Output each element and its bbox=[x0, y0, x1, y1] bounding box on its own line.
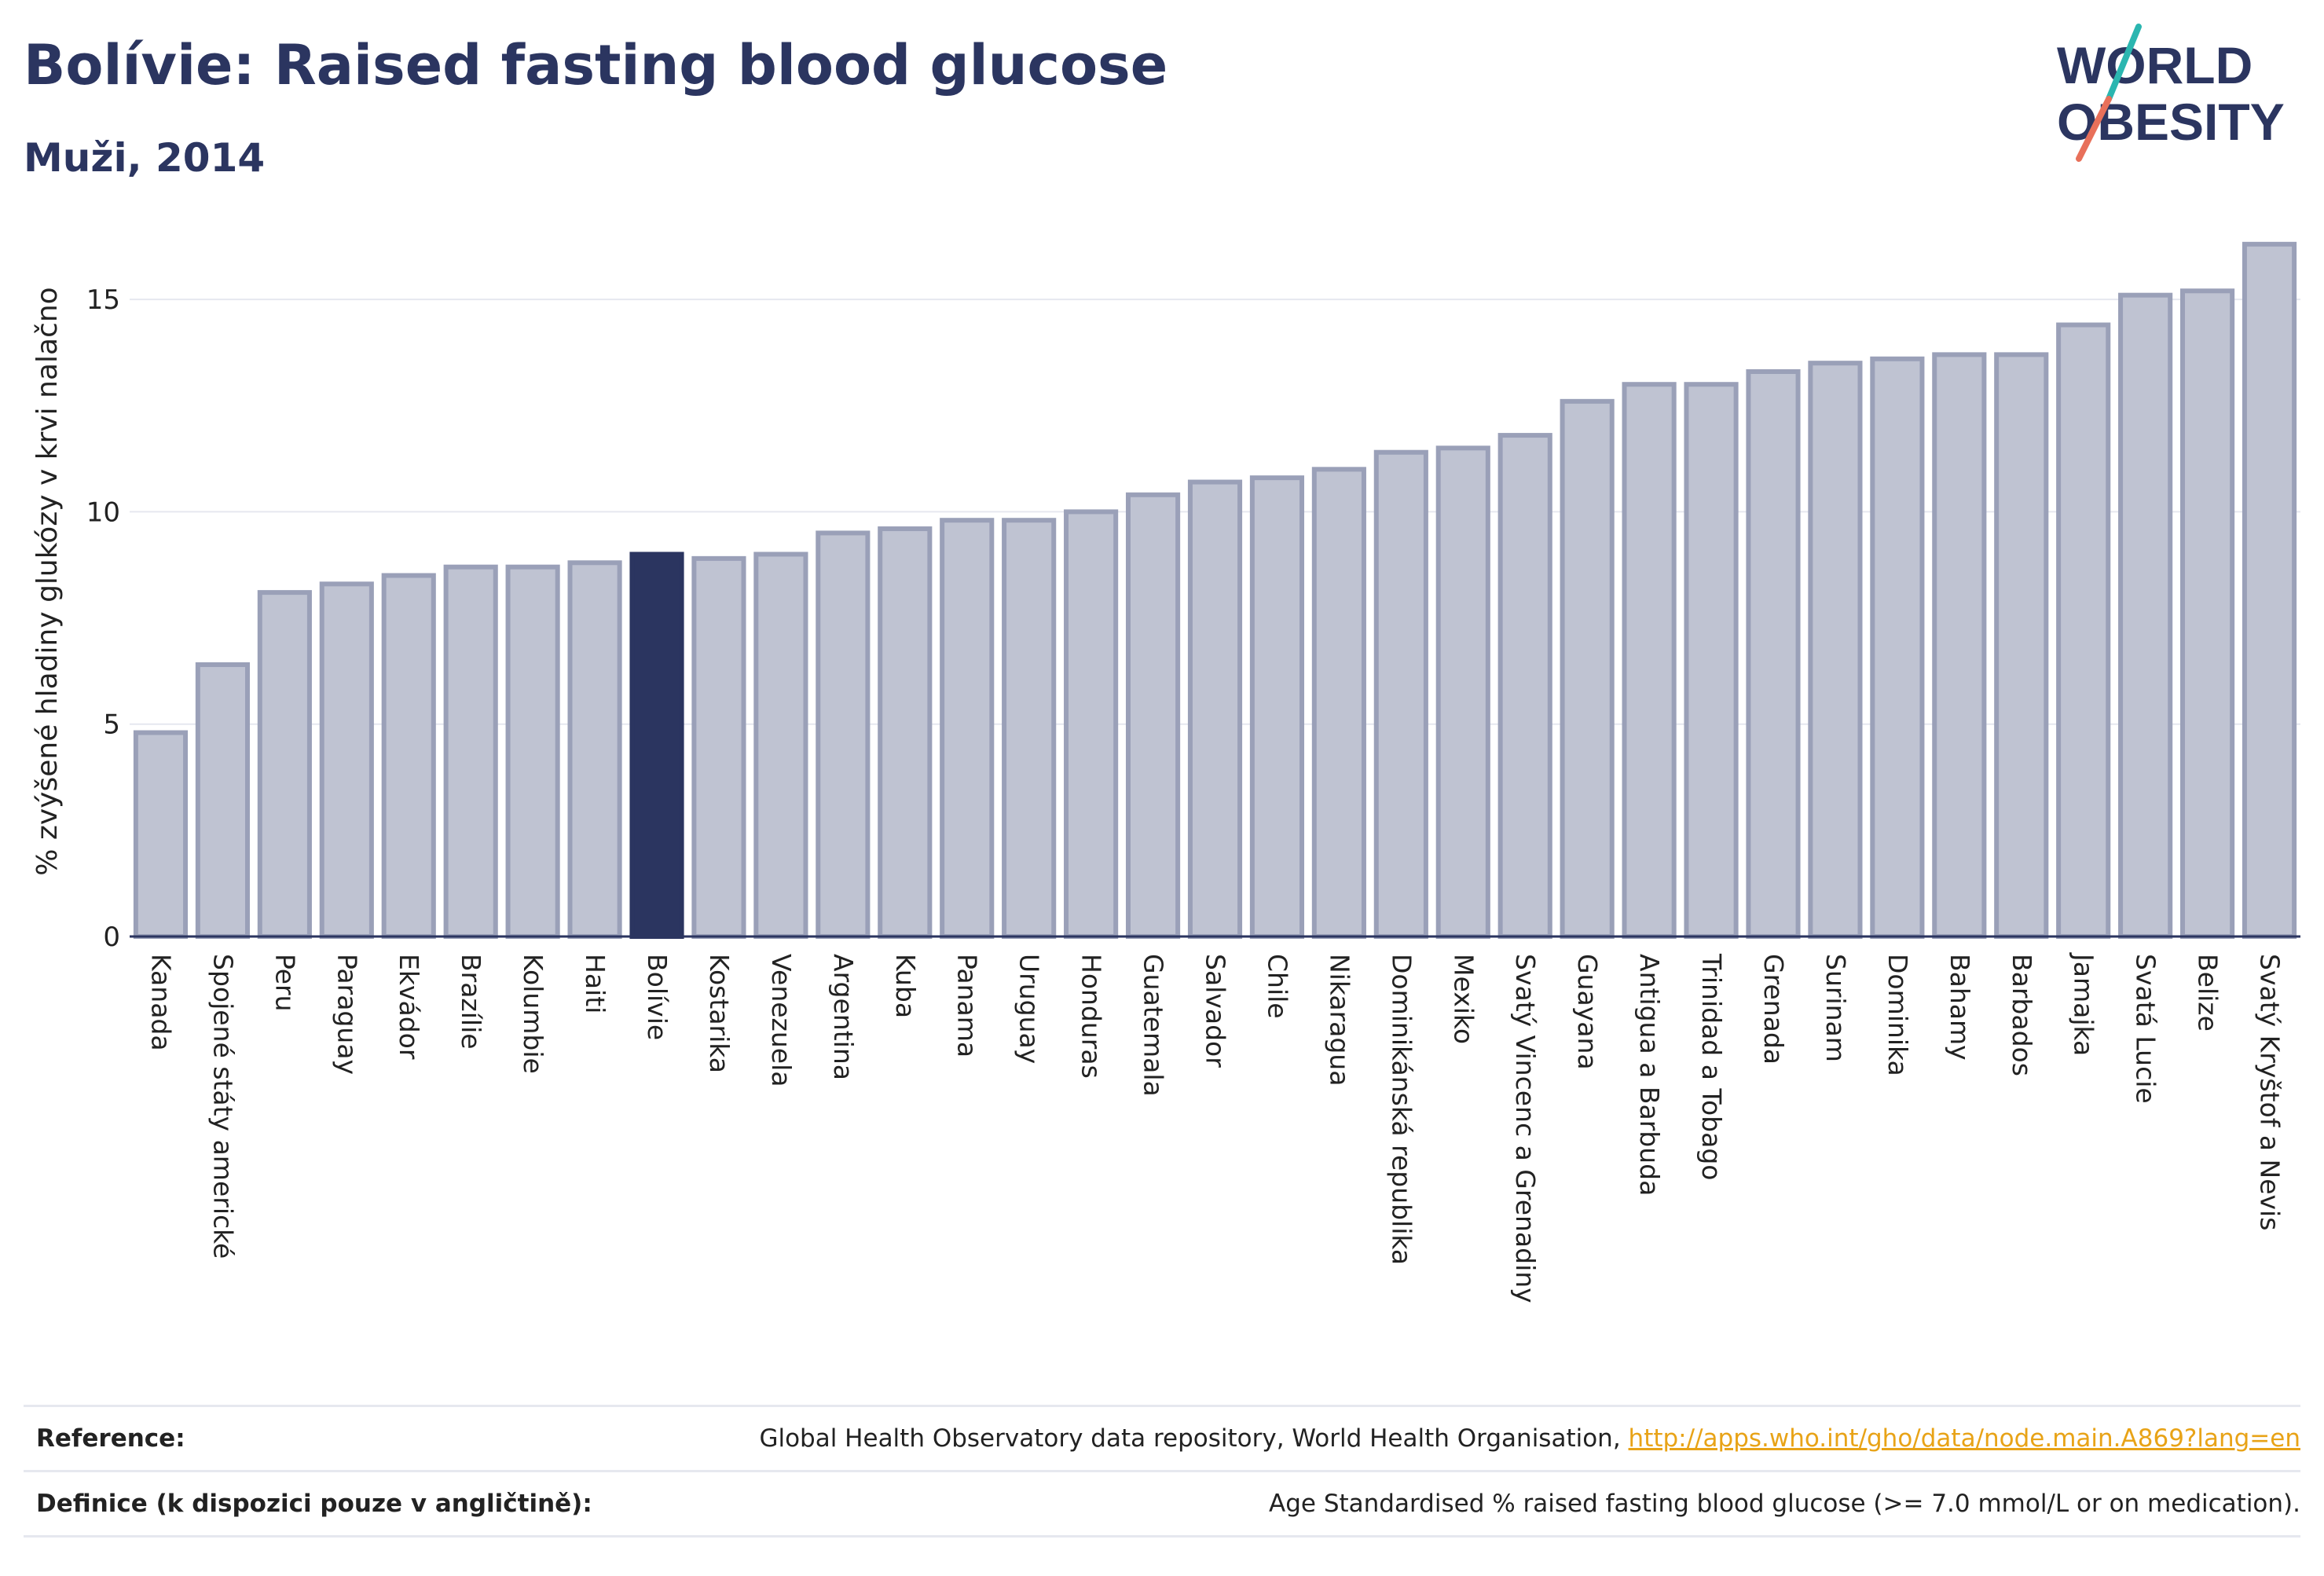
reference-text: Global Health Observatory data repositor… bbox=[759, 1424, 1629, 1453]
x-tick-label: Belize bbox=[2193, 954, 2223, 1032]
x-tick-label: Kolumbie bbox=[518, 954, 548, 1074]
bar-country bbox=[2118, 292, 2173, 939]
bar-country bbox=[1311, 467, 1366, 939]
chart-title: Bolívie: Raised fasting blood glucose bbox=[24, 33, 1168, 97]
x-tick-label: Svatá Lucie bbox=[2131, 954, 2161, 1104]
logo-slash-coral bbox=[2076, 96, 2112, 162]
bar-country bbox=[1994, 352, 2049, 939]
y-tick-label: 0 bbox=[103, 922, 120, 953]
y-tick-label: 15 bbox=[86, 284, 120, 316]
x-tick-label: Surinam bbox=[1820, 954, 1851, 1062]
x-tick-label: Kanada bbox=[145, 954, 176, 1051]
x-tick-label: Kostarika bbox=[704, 954, 735, 1073]
x-tick-label: Svatý Kryštof a Nevis bbox=[2255, 954, 2286, 1230]
reference-label: Reference: bbox=[36, 1424, 185, 1453]
bar-country bbox=[691, 555, 746, 939]
x-tick-label: Svatý Vincenc a Grenadiny bbox=[1510, 954, 1541, 1303]
bar-country bbox=[1002, 518, 1057, 939]
y-axis-label: % zvýšené hladiny glukózy v krvi nalačno bbox=[31, 287, 64, 875]
x-tick-label: Grenada bbox=[1758, 954, 1789, 1065]
x-tick-label: Trinidad a Tobago bbox=[1696, 953, 1727, 1181]
bar-country bbox=[2180, 288, 2235, 939]
x-tick-label: Haiti bbox=[580, 954, 610, 1013]
bar-country bbox=[1064, 509, 1119, 939]
x-tick-label: Antigua a Barbuda bbox=[1634, 954, 1665, 1196]
bar-country bbox=[257, 590, 312, 939]
bar-country bbox=[1746, 368, 1801, 939]
x-tick-label: Kuba bbox=[890, 954, 921, 1018]
x-tick-label: Guatemala bbox=[1138, 954, 1169, 1097]
x-tick-label: Honduras bbox=[1076, 954, 1107, 1079]
x-tick-label: Dominikánská republika bbox=[1386, 954, 1417, 1265]
world-obesity-logo: WORLD OBESITY bbox=[2057, 24, 2285, 162]
x-tick-label: Guayana bbox=[1572, 954, 1603, 1070]
bar-country bbox=[1560, 398, 1615, 939]
bar-country bbox=[505, 564, 560, 939]
bar-country bbox=[319, 581, 374, 940]
bar-country bbox=[816, 530, 871, 939]
footer: Reference: Global Health Observatory dat… bbox=[24, 1405, 2300, 1538]
x-tick-label: Panama bbox=[952, 954, 983, 1057]
reference-link[interactable]: http://apps.who.int/gho/data/node.main.A… bbox=[1628, 1424, 2300, 1453]
x-tick-label: Salvador bbox=[1200, 954, 1231, 1068]
x-tick-label: Venezuela bbox=[766, 954, 797, 1087]
bar-country bbox=[1249, 475, 1305, 939]
bar-country bbox=[878, 526, 933, 939]
bar-country bbox=[1187, 479, 1243, 939]
bar-country bbox=[1932, 352, 1987, 939]
bar-country bbox=[567, 560, 622, 939]
bar-country bbox=[2242, 241, 2297, 939]
x-tick-label: Dominika bbox=[1882, 954, 1913, 1076]
x-tick-label: Peru bbox=[269, 954, 300, 1012]
bar-country bbox=[753, 552, 808, 939]
x-tick-label: Nikaragua bbox=[1324, 954, 1354, 1086]
y-tick-label: 5 bbox=[103, 709, 120, 741]
reference-row: Reference: Global Health Observatory dat… bbox=[24, 1405, 2300, 1470]
x-tick-label: Bolívie bbox=[642, 954, 673, 1040]
bar-country bbox=[940, 518, 995, 939]
x-tick-label: Argentina bbox=[828, 954, 859, 1080]
reference-value: Global Health Observatory data repositor… bbox=[759, 1424, 2300, 1453]
x-tick-label: Bahamy bbox=[1945, 954, 1975, 1061]
bar-country bbox=[1125, 492, 1181, 939]
x-tick-label: Barbados bbox=[2007, 954, 2037, 1076]
bar-country bbox=[1808, 361, 1863, 939]
definition-value: Age Standardised % raised fasting blood … bbox=[1269, 1490, 2300, 1518]
bar-country bbox=[1373, 449, 1428, 939]
definition-row: Definice (k dispozici pouze v angličtině… bbox=[24, 1470, 2300, 1538]
x-tick-label: Mexiko bbox=[1448, 954, 1479, 1044]
x-tick-label: Ekvádor bbox=[394, 954, 424, 1060]
bar-country bbox=[1435, 445, 1490, 939]
x-tick-label: Uruguay bbox=[1014, 954, 1045, 1064]
bar-country bbox=[195, 662, 250, 940]
x-tick-label: Brazílie bbox=[456, 954, 486, 1050]
bar-highlighted bbox=[629, 552, 684, 939]
bar-country bbox=[1684, 382, 1739, 940]
x-tick-label: Paraguay bbox=[332, 954, 362, 1075]
bars-layer bbox=[133, 241, 2297, 940]
bar-country bbox=[133, 730, 189, 939]
logo-text-line1: WORLD bbox=[2057, 36, 2253, 94]
definition-label: Definice (k dispozici pouze v angličtině… bbox=[36, 1490, 592, 1518]
bar-country bbox=[1622, 382, 1677, 940]
bar-country bbox=[1870, 356, 1925, 939]
y-tick-label: 10 bbox=[86, 497, 120, 528]
bar-country bbox=[1497, 433, 1552, 939]
x-tick-label: Chile bbox=[1262, 954, 1292, 1019]
bar-country bbox=[2056, 322, 2111, 939]
bar-country bbox=[443, 564, 498, 939]
axis-layer: 0 5 10 15 Kanada Spojené státy americké Peru Pa… bbox=[86, 284, 2300, 1303]
bar-chart: 0 5 10 15 Kanada Spojené státy americké Peru Pa… bbox=[31, 241, 2300, 1303]
logo-slash-teal bbox=[2106, 24, 2142, 102]
x-tick-label: Spojené státy americké bbox=[207, 954, 238, 1259]
x-tick-label: Jamajka bbox=[2069, 952, 2099, 1056]
bar-country bbox=[381, 573, 436, 939]
chart-subtitle: Muži, 2014 bbox=[24, 135, 266, 181]
